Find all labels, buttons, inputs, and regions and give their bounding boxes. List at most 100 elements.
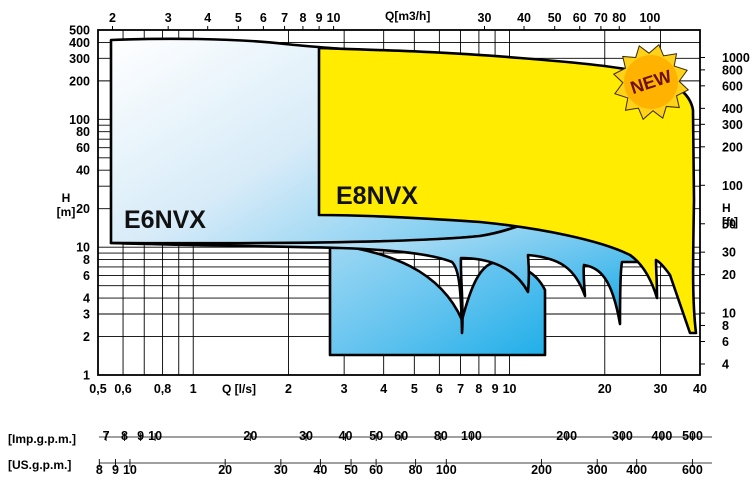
y-tick-label: 300 <box>69 52 90 66</box>
x-tick-label: 6 <box>436 382 443 396</box>
secondary-tick-label: 20 <box>218 463 232 477</box>
top-tick-label: 9 <box>316 11 323 25</box>
secondary-tick-label: 200 <box>531 463 552 477</box>
x-tick-label: 9 <box>492 382 499 396</box>
y-tick-label: 3 <box>83 308 90 322</box>
right-tick-label: 4 <box>722 357 729 371</box>
top-tick-label: 10 <box>327 11 341 25</box>
right-tick-label: 50 <box>722 217 736 231</box>
right-tick-label: 400 <box>722 102 743 116</box>
y-tick-label: 400 <box>69 36 90 50</box>
x-tick-label: 30 <box>654 382 668 396</box>
secondary-tick-label: 10 <box>123 463 137 477</box>
x-tick-label: 0,8 <box>154 382 171 396</box>
plot-frame <box>97 29 701 376</box>
x-tick-label: 40 <box>693 382 707 396</box>
x-tick-label: 5 <box>411 382 418 396</box>
secondary-tick-label: 100 <box>461 429 482 443</box>
top-tick-label: 70 <box>594 11 608 25</box>
top-tick-label: 4 <box>204 11 211 25</box>
x-axis-label: Q [l/s] <box>222 382 256 396</box>
secondary-tick-label: 50 <box>344 463 358 477</box>
secondary-tick-label: 80 <box>434 429 448 443</box>
x-tick-label: 10 <box>503 382 517 396</box>
x-tick-label: 0,5 <box>89 382 106 396</box>
y-tick-label: 80 <box>76 125 90 139</box>
x-tick-label: 2 <box>285 382 292 396</box>
y-axis-label-line: H <box>62 191 71 205</box>
secondary-tick-label: 300 <box>612 429 633 443</box>
secondary-axis-label: [US.g.p.m.] <box>8 458 71 472</box>
y-tick-label: 20 <box>76 202 90 216</box>
secondary-tick-label: 60 <box>369 463 383 477</box>
secondary-tick-label: 7 <box>103 429 110 443</box>
x-tick-label: 0,6 <box>114 382 131 396</box>
y-tick-label: 2 <box>83 330 90 344</box>
top-tick-label: 7 <box>281 11 288 25</box>
secondary-tick-label: 100 <box>436 463 457 477</box>
right-tick-label: 800 <box>722 63 743 77</box>
secondary-tick-label: 40 <box>339 429 353 443</box>
e6nvx-lower-boundary <box>109 158 642 335</box>
right-tick-label: 30 <box>722 246 736 260</box>
right-tick-label: 1000 <box>722 51 750 65</box>
y-tick-label: 100 <box>69 113 90 127</box>
top-tick-label: 40 <box>517 11 531 25</box>
right-axis-label-line: [ft] <box>722 215 738 229</box>
top-tick-label: 3 <box>165 11 172 25</box>
secondary-tick-label: 300 <box>587 463 608 477</box>
y-tick-label: 8 <box>83 253 90 267</box>
y-axis-label-line: [m] <box>57 205 76 219</box>
x-tick-label: 7 <box>457 382 464 396</box>
top-tick-label: 100 <box>639 11 660 25</box>
y-tick-label: 6 <box>83 269 90 283</box>
secondary-tick-label: 60 <box>394 429 408 443</box>
x-tick-label: 4 <box>380 382 387 396</box>
x-tick-label: 20 <box>598 382 612 396</box>
top-tick-label: 30 <box>478 11 492 25</box>
secondary-tick-label: 30 <box>274 463 288 477</box>
x-tick-label: 8 <box>475 382 482 396</box>
secondary-tick-label: 400 <box>626 463 647 477</box>
top-tick-label: 50 <box>548 11 562 25</box>
right-tick-label: 10 <box>722 307 736 321</box>
right-tick-label: 300 <box>722 118 743 132</box>
right-axis-label-line: H <box>722 201 731 215</box>
secondary-tick-label: 600 <box>682 463 703 477</box>
y-tick-label: 60 <box>76 141 90 155</box>
right-tick-label: 200 <box>722 140 743 154</box>
top-tick-label: 5 <box>235 11 242 25</box>
y-tick-label: 500 <box>69 24 90 38</box>
secondary-flow-axes: [Imp.g.p.m.] 7 8 9 10 20 30 40 50 60 80 100 200 300 40… <box>8 429 712 477</box>
y-tick-label: 40 <box>76 164 90 178</box>
secondary-tick-label: 200 <box>556 429 577 443</box>
new-badge: NEW <box>612 43 690 121</box>
y-tick-label: 4 <box>83 292 90 306</box>
new-badge-inner-ring <box>624 55 678 109</box>
right-tick-label: 600 <box>722 79 743 93</box>
top-tick-label: 8 <box>299 11 306 25</box>
e8nvx-range-area <box>317 46 698 335</box>
secondary-tick-label: 40 <box>313 463 327 477</box>
right-tick-label: 8 <box>722 319 729 333</box>
x-axis-ticks: 0,5 0,6 0,8 1 2 3 4 5 6 7 8 9 10 20 30 40 <box>89 382 707 396</box>
secondary-tick-label: 9 <box>112 463 119 477</box>
top-tick-label: 60 <box>573 11 587 25</box>
right-axis-label: H[ft] <box>722 201 738 229</box>
x-tick-label: 3 <box>341 382 348 396</box>
secondary-tick-label: 50 <box>369 429 383 443</box>
secondary-tick-label: 500 <box>682 429 703 443</box>
top-axis-ticks: 2 3 4 5 6 7 8 9 10 30 40 50 60 70 80 100 <box>109 11 660 30</box>
right-tick-label: 20 <box>722 268 736 282</box>
top-tick-label: 2 <box>109 11 116 25</box>
secondary-tick-label: 20 <box>243 429 257 443</box>
e8nvx-label: E8NVX <box>336 182 418 210</box>
secondary-tick-label: 30 <box>299 429 313 443</box>
y-tick-label: 1 <box>83 369 90 383</box>
secondary-tick-label: 9 <box>137 429 144 443</box>
y-tick-label: 200 <box>69 74 90 88</box>
secondary-tick-label: 8 <box>96 463 103 477</box>
